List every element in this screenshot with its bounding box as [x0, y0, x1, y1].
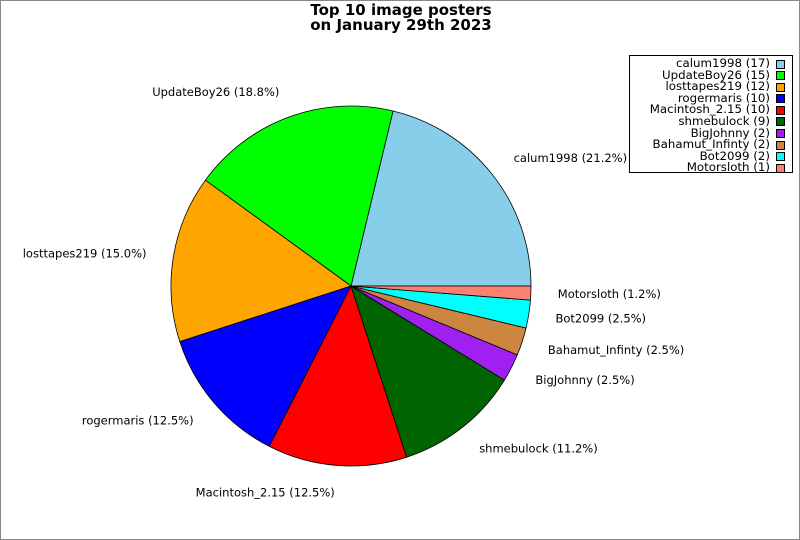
chart-title-line-1: Top 10 image posters — [310, 1, 492, 19]
legend-entry-macintosh-2-15: Macintosh_2.15 (10) — [630, 102, 792, 117]
legend-label: Motorsloth (1) — [686, 160, 770, 175]
slice-label-motorsloth: Motorsloth (1.2%) — [558, 287, 661, 301]
pie-slice-macintosh-2-15 — [268, 284, 408, 467]
slice-label-losttapes219: losttapes219 (15.0%) — [23, 247, 147, 261]
legend-label: Bahamut_Infinty (2) — [652, 137, 770, 152]
legend-entry-losttapes219: losttapes219 (12) — [630, 79, 792, 94]
slice-label-calum1998: calum1998 (21.2%) — [514, 151, 627, 165]
chart-legend: calum1998 (17) UpdateBoy26 (15) losttapes2… — [629, 55, 793, 173]
pie-slice-calum1998 — [350, 110, 532, 287]
legend-swatch — [776, 163, 785, 173]
legend-label: BigJohnny (2) — [690, 125, 770, 140]
legend-label: Bot2099 (2) — [699, 148, 770, 163]
legend-swatch — [776, 140, 785, 150]
legend-swatch — [776, 71, 785, 81]
legend-swatch — [776, 82, 785, 92]
legend-swatch — [776, 94, 785, 104]
slice-label-bahamut-infinty: Bahamut_Infinty (2.5%) — [548, 343, 684, 357]
slice-label-shmebulock: shmebulock (11.2%) — [479, 442, 598, 456]
chart-title: Top 10 image posters on January 29th 202… — [1, 3, 800, 33]
legend-entry-rogermaris: rogermaris (10) — [630, 90, 792, 105]
legend-label: Macintosh_2.15 (10) — [649, 102, 770, 117]
slice-label-bot2099: Bot2099 (2.5%) — [556, 311, 647, 325]
chart-title-line-2: on January 29th 2023 — [310, 16, 492, 34]
legend-entry-bahamut-infinty: Bahamut_Infinty (2) — [630, 137, 792, 152]
legend-entry-bigjohnny: BigJohnny (2) — [630, 125, 792, 140]
legend-label: calum1998 (17) — [676, 56, 770, 70]
legend-label: losttapes219 (12) — [665, 79, 771, 94]
legend-entry-bot2099: Bot2099 (2) — [630, 148, 792, 163]
slice-label-rogermaris: rogermaris (12.5%) — [82, 413, 194, 427]
legend-entry-updateboy26: UpdateBoy26 (15) — [630, 67, 792, 82]
legend-swatch — [776, 129, 785, 139]
legend-swatch — [776, 152, 785, 162]
legend-label: rogermaris (10) — [677, 90, 770, 105]
legend-entry-shmebulock: shmebulock (9) — [630, 113, 792, 128]
legend-entry-calum1998: calum1998 (17) — [630, 56, 792, 70]
legend-swatch — [776, 117, 785, 127]
pie-slice-shmebulock — [350, 285, 506, 458]
legend-entry-motorsloth: Motorsloth (1) — [630, 160, 792, 175]
legend-swatch — [776, 105, 785, 115]
slice-label-macintosh-2-15: Macintosh_2.15 (12.5%) — [196, 485, 335, 499]
legend-label: shmebulock (9) — [678, 113, 770, 128]
legend-swatch — [776, 59, 785, 69]
slice-label-bigjohnny: BigJohnny (2.5%) — [535, 373, 634, 387]
pie-slice-motorsloth — [350, 285, 532, 301]
pie-slice-rogermaris — [179, 285, 352, 447]
pie-slice-losttapes219 — [170, 179, 352, 343]
pie-slice-updateboy26 — [204, 105, 394, 287]
legend-label: UpdateBoy26 (15) — [662, 67, 770, 82]
slice-label-updateboy26: UpdateBoy26 (18.8%) — [152, 85, 279, 99]
